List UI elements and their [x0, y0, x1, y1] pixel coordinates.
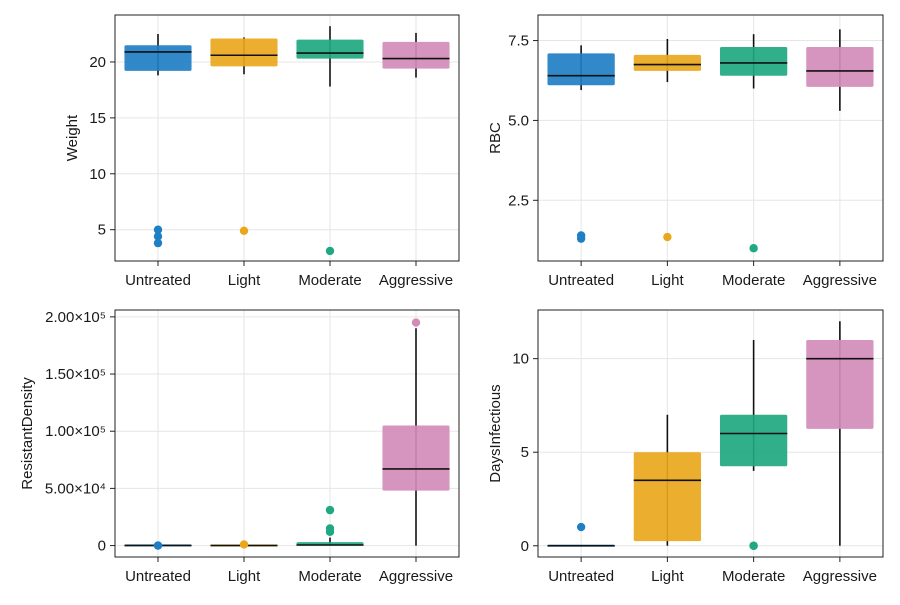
- box-light: [210, 37, 278, 236]
- box-moderate: [719, 34, 788, 253]
- y-tick-label: 5.00×10⁴: [45, 480, 106, 497]
- y-tick-label: 2.5: [508, 192, 529, 209]
- panel-2: 2.5 5.0 7.5 Untreated Light Moderate Aggressiv…: [487, 14, 884, 289]
- x-tick-label: Untreated: [125, 272, 191, 289]
- outlier-point: [325, 246, 335, 256]
- box-aggressive: [382, 318, 450, 546]
- y-tick-label: 1.50×10⁵: [45, 366, 106, 383]
- x-tick-label: Untreated: [125, 568, 191, 585]
- x-tick-label: Aggressive: [379, 568, 453, 585]
- box-iqr: [124, 45, 192, 71]
- outlier-point: [576, 522, 586, 532]
- box-iqr: [547, 53, 615, 86]
- x-tick-label: Aggressive: [803, 568, 877, 585]
- outlier-point: [576, 234, 586, 243]
- outlier-point: [239, 226, 249, 236]
- x-tick-label: Light: [228, 272, 261, 289]
- y-tick-label: 20: [89, 54, 106, 71]
- x-tick-label: Aggressive: [379, 272, 453, 289]
- box-moderate: [719, 339, 788, 550]
- box-light: [633, 38, 702, 242]
- x-tick-label: Light: [651, 272, 684, 289]
- x-tick-label: Moderate: [722, 568, 785, 585]
- x-tick-label: Aggressive: [803, 272, 877, 289]
- box-iqr: [633, 54, 702, 71]
- y-tick-label: 5: [98, 222, 106, 239]
- panel-4: 0 5 10 Untreated Light Moderate Aggressive Days…: [487, 309, 884, 585]
- outlier-point: [325, 527, 335, 537]
- x-tick-label: Moderate: [298, 272, 361, 289]
- y-axis-label: DaysInfectious: [487, 384, 504, 482]
- box-aggressive: [382, 32, 450, 78]
- x-tick-label: Untreated: [548, 272, 614, 289]
- box-aggressive: [806, 29, 874, 111]
- box-iqr: [806, 339, 874, 429]
- x-tick-label: Light: [228, 568, 261, 585]
- box-untreated: [124, 541, 192, 550]
- plot-frame: [114, 14, 460, 262]
- panel-1: 5 10 15 20 Untreated Light Moderate Aggressive W…: [64, 14, 460, 289]
- box-iqr: [633, 452, 702, 542]
- outlier-point: [325, 505, 335, 515]
- box-untreated: [124, 34, 192, 248]
- y-tick-label: 0: [98, 538, 106, 555]
- y-tick-label: 7.5: [508, 33, 529, 50]
- y-axis-label: Weight: [64, 114, 81, 161]
- box-iqr: [719, 46, 788, 76]
- box-iqr: [382, 41, 450, 69]
- box-light: [210, 540, 278, 549]
- y-tick-label: 1.00×10⁵: [45, 423, 106, 440]
- outlier-point: [749, 244, 758, 253]
- panel-3: 0 5.00×10⁴ 1.00×10⁵ 1.50×10⁵ 2.00×10⁵ Untreat…: [19, 309, 460, 585]
- box-iqr: [719, 414, 788, 467]
- y-tick-label: 15: [89, 110, 106, 127]
- x-tick-label: Untreated: [548, 568, 614, 585]
- outlier-point: [749, 541, 758, 550]
- box-iqr: [296, 39, 364, 59]
- y-tick-label: 10: [512, 351, 529, 368]
- box-moderate: [296, 505, 364, 546]
- plot-frame: [537, 14, 884, 262]
- y-axis-label: RBC: [487, 122, 504, 154]
- outlier-point: [153, 232, 163, 241]
- box-light: [633, 414, 702, 546]
- y-axis-label: ResistantDensity: [19, 377, 36, 490]
- y-tick-label: 0: [521, 538, 529, 555]
- outlier-point: [411, 318, 421, 327]
- box-moderate: [296, 26, 364, 256]
- x-tick-label: Moderate: [298, 568, 361, 585]
- outlier-point: [153, 541, 163, 550]
- y-tick-label: 5.0: [508, 112, 529, 129]
- x-tick-label: Moderate: [722, 272, 785, 289]
- y-tick-label: 10: [89, 166, 106, 183]
- plot-frame: [114, 309, 460, 558]
- box-untreated: [547, 45, 615, 243]
- y-tick-label: 2.00×10⁵: [45, 309, 106, 326]
- outlier-point: [239, 540, 249, 549]
- y-tick-label: 5: [521, 444, 529, 461]
- outlier-point: [153, 238, 163, 248]
- outlier-point: [153, 225, 163, 234]
- box-iqr: [806, 46, 874, 87]
- box-untreated: [547, 522, 615, 547]
- x-tick-label: Light: [651, 568, 684, 585]
- outlier-point: [663, 232, 672, 242]
- box-iqr: [210, 38, 278, 67]
- box-aggressive: [806, 321, 874, 546]
- plot-frame: [537, 309, 884, 558]
- box-iqr: [382, 425, 450, 491]
